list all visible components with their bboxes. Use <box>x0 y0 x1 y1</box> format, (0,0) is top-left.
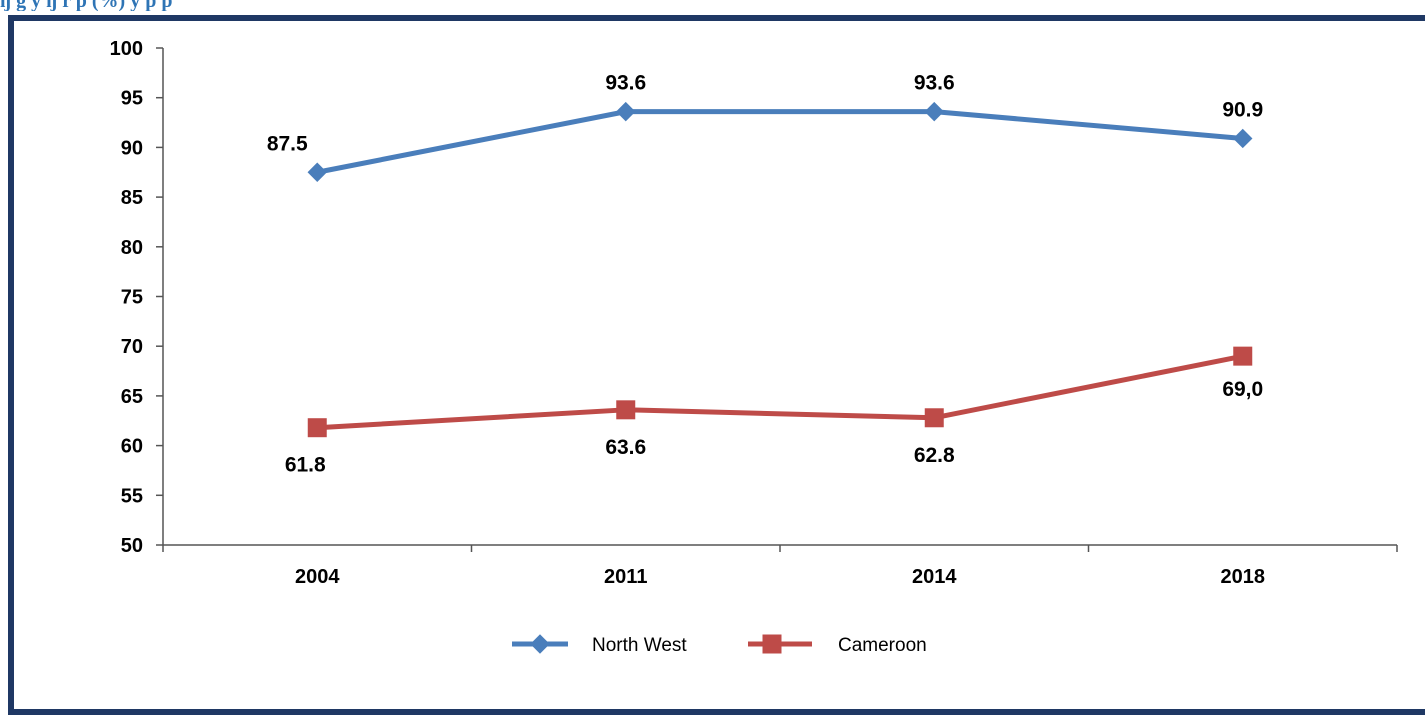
y-tick-label: 90 <box>121 137 143 159</box>
series-cameroon: 61.8 63.6 62.8 69,0 <box>285 346 1263 477</box>
data-label: 93.6 <box>914 72 955 95</box>
data-point-marker <box>924 408 944 428</box>
y-tick-label: 100 <box>110 38 143 60</box>
legend-item-north-west: North West <box>512 634 687 656</box>
y-tick-label: 60 <box>121 436 143 458</box>
series-layer: 87.5 93.6 93.6 90.9 61.8 63.6 62.8 69,0 <box>267 72 1263 477</box>
data-point-marker <box>1233 128 1253 149</box>
data-label: 87.5 <box>267 132 308 155</box>
data-label: 90.9 <box>1222 98 1263 121</box>
series-line <box>316 109 1243 175</box>
chart-axes <box>162 48 1397 546</box>
y-axis-ticks: 50 55 60 65 70 75 80 85 90 95 100 <box>110 38 163 557</box>
data-point-marker <box>616 400 636 420</box>
x-tick-label: 2011 <box>604 566 647 588</box>
y-tick-label: 75 <box>121 287 143 309</box>
data-point-marker <box>307 418 327 438</box>
legend-marker <box>762 634 782 654</box>
x-tick-label: 2004 <box>295 566 340 588</box>
data-point-marker <box>1233 346 1253 366</box>
legend-label: Cameroon <box>838 635 927 656</box>
y-tick-label: 55 <box>121 485 143 507</box>
y-tick-label: 65 <box>121 386 143 408</box>
x-axis-ticks: 2004 2011 2014 2018 <box>162 545 1398 588</box>
y-tick-label: 50 <box>121 535 143 557</box>
data-label: 62.8 <box>914 444 955 467</box>
y-tick-label: 70 <box>121 336 143 358</box>
legend-label: North West <box>592 635 687 656</box>
data-label: 93.6 <box>605 72 646 95</box>
x-tick-label: 2014 <box>912 566 957 588</box>
y-tick-label: 85 <box>121 187 143 209</box>
y-tick-label: 80 <box>121 237 143 259</box>
x-tick-label: 2018 <box>1221 566 1266 588</box>
series-line <box>317 353 1244 431</box>
legend-item-cameroon: Cameroon <box>748 634 927 656</box>
legend-marker <box>530 634 550 654</box>
data-point-marker <box>616 101 636 122</box>
data-label: 61.8 <box>285 454 326 477</box>
data-point-marker <box>307 162 327 182</box>
series-north-west: 87.5 93.6 93.6 90.9 <box>267 72 1263 182</box>
figure-title-fragment: ŋ g y ŋ r p (%) y p p <box>0 0 173 11</box>
chart-legend: North West Cameroon <box>512 634 927 656</box>
y-tick-label: 95 <box>121 88 143 110</box>
data-point-marker <box>924 101 944 122</box>
line-chart: 50 55 60 65 70 75 80 85 90 95 100 2004 2011 2014 2018… <box>110 38 1398 656</box>
data-label: 69,0 <box>1222 378 1263 401</box>
data-label: 63.6 <box>605 436 646 459</box>
